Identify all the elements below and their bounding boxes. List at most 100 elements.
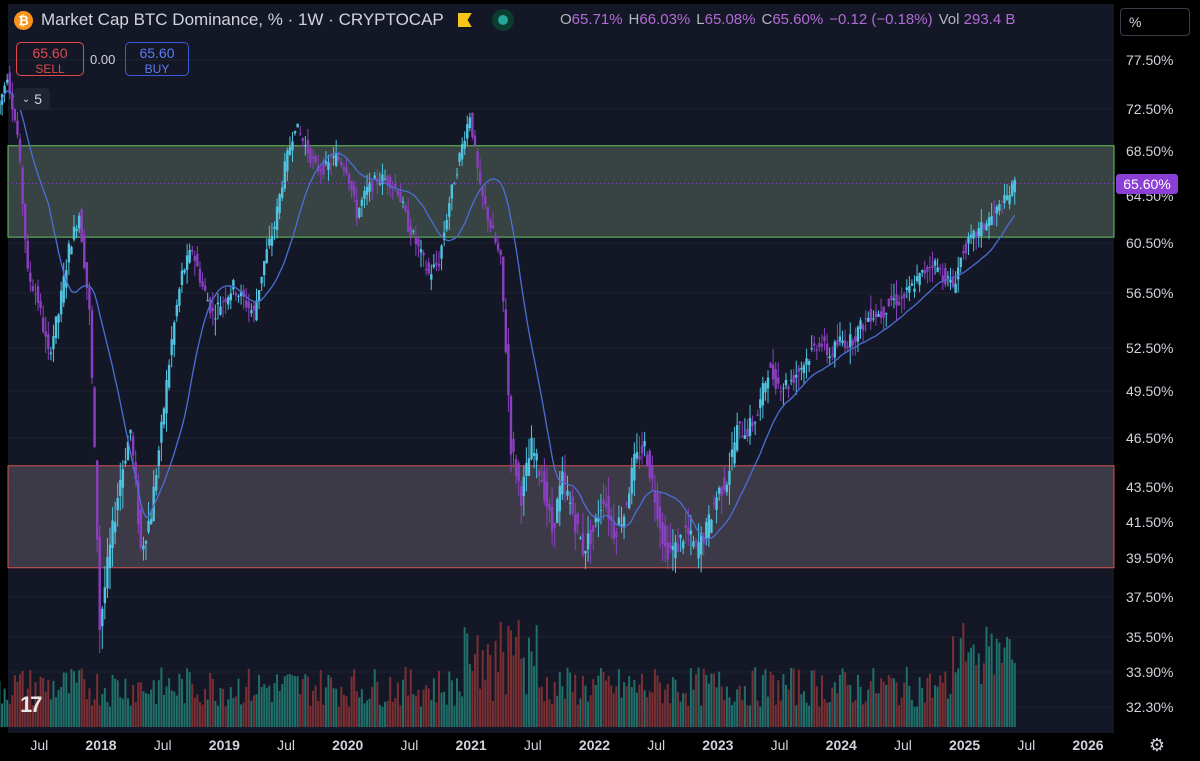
volume-bar — [476, 635, 479, 727]
candle-body — [437, 263, 441, 267]
volume-bar — [471, 670, 474, 727]
gear-icon[interactable]: ⚙ — [1148, 735, 1166, 755]
candle-body — [774, 369, 777, 389]
x-tick-label: Jul — [400, 737, 419, 753]
volume-bar — [37, 695, 40, 727]
candle-body — [306, 140, 310, 154]
candle-body — [139, 509, 143, 548]
volume-bar — [766, 696, 769, 727]
volume-bar — [1013, 663, 1016, 727]
volume-bar — [805, 702, 808, 727]
candle-body — [663, 525, 667, 547]
zone-lower — [7, 465, 1115, 569]
candle-body — [525, 463, 528, 477]
candle-body — [478, 170, 482, 184]
candle-body — [1003, 194, 1006, 204]
volume-bar — [535, 625, 538, 727]
volume-bar — [797, 669, 800, 727]
candle-body — [828, 356, 831, 359]
volume-bar — [13, 675, 16, 727]
indicators-toggle[interactable]: ⌄ 5 — [14, 88, 50, 110]
candle-body — [877, 314, 880, 317]
candle-body — [304, 144, 307, 147]
volume-bar — [8, 703, 11, 727]
y-tick-label: 60.50% — [1126, 235, 1174, 251]
candle-body — [494, 235, 497, 243]
y-tick-label: 37.50% — [1126, 589, 1174, 605]
symbol-header[interactable]: ₿ Market Cap BTC Dominance, % · 1W · CRY… — [14, 6, 514, 34]
candle-body — [967, 236, 970, 244]
candle-body — [440, 245, 443, 259]
volume-bar — [363, 703, 366, 727]
volume-bar — [52, 680, 55, 727]
flag-icon[interactable] — [457, 13, 472, 27]
volume-bar — [538, 687, 541, 727]
candle-body — [977, 227, 980, 237]
candle-body — [969, 234, 973, 238]
candle-body — [196, 253, 199, 267]
candle-body — [383, 178, 387, 180]
x-tick-label: 2026 — [1072, 737, 1104, 753]
volume-bar — [761, 674, 764, 727]
candle-body — [162, 408, 166, 425]
volume-bar — [296, 676, 299, 727]
volume-bar — [749, 705, 752, 727]
candle-body — [173, 322, 176, 345]
volume-bar — [990, 633, 993, 727]
plot-area[interactable] — [8, 4, 1114, 733]
axis-unit-selector[interactable]: % — [1120, 8, 1190, 36]
volume-bar — [671, 677, 674, 727]
volume-bar — [437, 670, 440, 727]
volume-bar — [707, 683, 710, 727]
volume-bar — [700, 705, 703, 727]
candle-body — [170, 339, 173, 356]
volume-bar — [70, 669, 73, 727]
candle-body — [913, 288, 916, 292]
logo-text: 17 — [20, 692, 43, 717]
y-tick-label: 77.50% — [1126, 52, 1174, 68]
volume-bar — [286, 674, 289, 727]
y-tick-label: 41.50% — [1126, 514, 1174, 530]
candle-body — [481, 187, 484, 197]
candle-body — [931, 265, 934, 269]
volume-bar — [939, 675, 942, 727]
candle-body — [399, 191, 402, 203]
volume-bar — [348, 706, 351, 727]
buy-button[interactable]: 65.60 BUY — [125, 42, 189, 76]
volume-bar — [201, 704, 204, 727]
volume-bar — [597, 675, 600, 727]
candle-body — [954, 283, 957, 293]
volume-bar — [468, 663, 471, 727]
volume-bar — [579, 698, 582, 727]
candle-body — [787, 386, 790, 390]
candle-body — [29, 272, 32, 282]
candle-body — [41, 317, 45, 332]
candle-body — [239, 291, 243, 297]
candle-body — [769, 363, 772, 368]
volume-bar — [751, 670, 754, 727]
candle-body — [782, 387, 785, 389]
sell-button[interactable]: 65.60 SELL — [16, 42, 84, 76]
candle-body — [594, 516, 597, 523]
volume-bar — [21, 670, 24, 727]
volume-bar — [183, 703, 186, 727]
volume-bar — [44, 691, 47, 727]
volume-bar — [880, 678, 883, 727]
candle-body — [561, 471, 564, 495]
market-status-icon[interactable] — [491, 9, 514, 31]
volume-bar — [548, 699, 551, 727]
candle-body — [995, 206, 998, 214]
candle-body — [514, 459, 518, 476]
volume-bar — [913, 706, 916, 727]
volume-bar — [222, 688, 225, 727]
candle-body — [797, 367, 801, 372]
candle-body — [576, 513, 579, 525]
volume-bar — [623, 682, 626, 727]
candle-body — [309, 148, 312, 164]
candle-body — [504, 309, 508, 353]
candle-body — [203, 285, 207, 291]
volume-bar — [736, 689, 739, 727]
x-tick-label: 2018 — [85, 737, 117, 753]
volume-bar — [569, 672, 572, 727]
